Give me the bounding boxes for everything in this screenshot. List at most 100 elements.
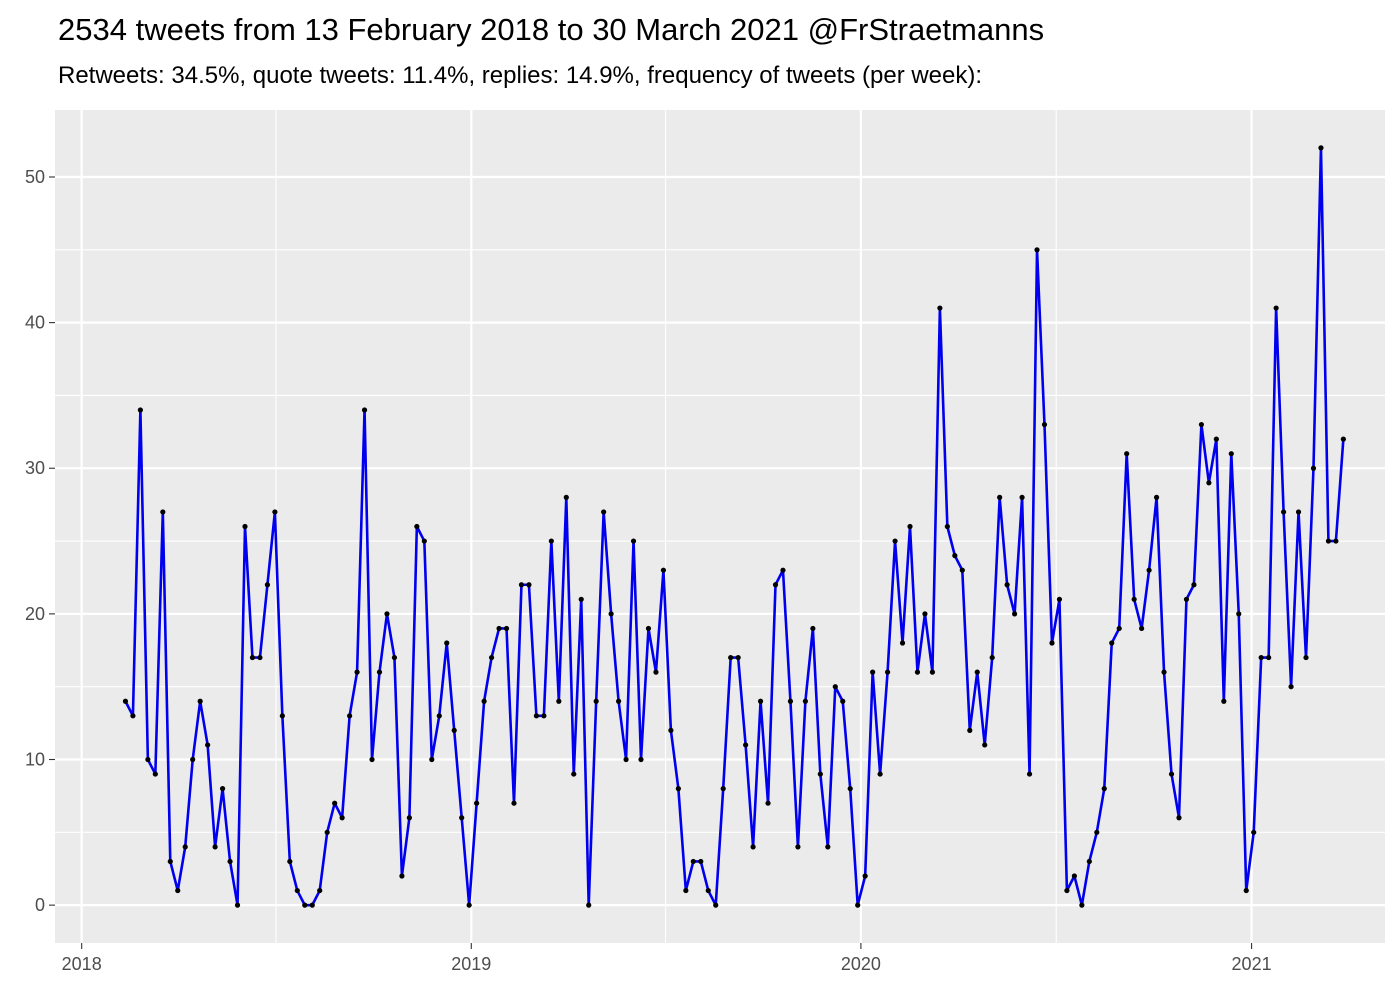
data-point [421,538,427,544]
data-point [1206,480,1212,486]
data-point [772,582,779,588]
data-point [989,654,995,661]
data-point [309,902,315,908]
data-point [533,713,540,719]
data-point [347,713,353,719]
chart-subtitle: Retweets: 34.5%, quote tweets: 11.4%, re… [58,62,983,89]
data-point [967,727,973,733]
data-point [1101,786,1107,792]
data-point [1161,669,1167,675]
y-tick-label: 30 [25,458,45,478]
data-point [847,786,853,792]
data-point [227,858,233,865]
data-point [1221,698,1227,704]
data-point [436,713,442,719]
axis-ticks [49,176,1253,949]
data-point [578,596,584,602]
data-point [683,887,689,894]
data-point [503,625,510,632]
data-point [384,611,390,617]
data-point [541,713,547,719]
data-point [1295,509,1302,515]
data-point [488,654,495,661]
data-point [757,698,764,704]
data-point [1071,873,1077,879]
data-point [810,625,816,632]
data-point [840,698,846,704]
data-point [944,523,950,530]
data-point [668,727,674,733]
data-point [1198,421,1204,428]
data-point [802,698,808,704]
data-point [1168,771,1175,777]
data-point [511,800,517,806]
data-point [1318,145,1324,151]
data-point [1310,465,1317,471]
data-point [922,611,928,617]
x-tick-label: 2019 [451,954,491,974]
data-point [339,815,345,821]
data-point [526,582,532,588]
data-point [660,567,667,573]
data-point [234,902,241,908]
data-point [728,654,734,661]
data-point [279,713,285,719]
data-point [1116,625,1122,632]
data-point [1340,436,1346,442]
major-gridlines-y [55,175,1385,907]
data-point [1281,509,1287,515]
data-point [630,538,637,544]
x-tick-label: 2018 [62,954,102,974]
data-point [1004,582,1010,588]
data-point [287,858,293,865]
data-point [997,494,1003,500]
data-point [952,553,958,559]
data-point [1034,247,1040,253]
data-point [929,669,936,675]
data-point [205,742,211,748]
data-point [451,727,457,733]
data-point [272,509,278,515]
data-point [1191,582,1197,588]
data-point [219,786,226,792]
data-point [145,756,151,763]
data-point [571,771,577,777]
data-point [817,771,823,777]
data-point [459,815,465,821]
data-point [780,567,786,573]
data-point [1288,684,1294,690]
data-point [563,494,569,500]
x-tick-label: 2020 [841,954,881,974]
data-point [832,684,838,690]
data-point [690,858,696,865]
data-point [1258,654,1264,661]
data-point [750,844,756,850]
data-point [1124,451,1130,457]
data-point [429,756,435,763]
data-point [556,698,562,704]
data-point [959,567,965,573]
data-point [855,902,861,908]
data-point [1333,538,1339,544]
data-point [735,654,741,661]
data-point [137,407,143,413]
major-gridlines-x [80,110,1253,943]
data-point [1176,815,1182,821]
data-point [1183,596,1190,602]
data-point [616,698,622,704]
data-point [862,873,868,879]
data-point [675,786,681,792]
data-point [720,786,726,792]
data-point [608,611,614,617]
data-point [122,698,129,704]
data-point [1079,902,1085,908]
data-point [369,756,375,763]
data-point [518,582,525,588]
y-axis-tick-labels: 0 10 20 30 40 50 [25,167,45,915]
data-point [190,756,196,763]
data-point [765,800,771,806]
data-point [399,873,405,879]
x-tick-label: 2021 [1232,954,1272,974]
data-point [623,756,629,763]
